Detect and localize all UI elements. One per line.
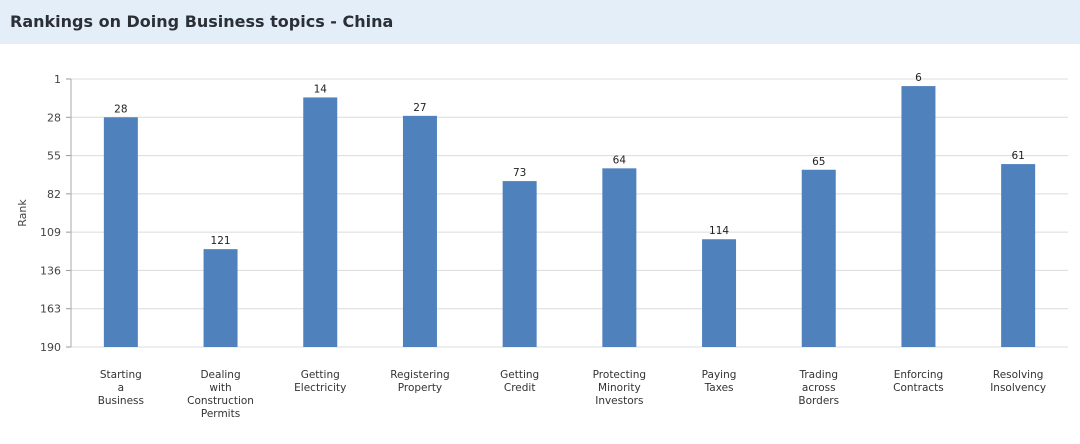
x-tick-label: Credit: [504, 382, 536, 394]
data-label: 61: [1011, 150, 1024, 162]
x-tick-label: Starting: [100, 369, 142, 381]
y-tick-label: 1: [54, 73, 61, 86]
y-tick-label: 82: [47, 188, 61, 201]
data-label: 114: [709, 225, 729, 237]
x-tick-label: Construction: [187, 395, 254, 407]
x-tick-label: Paying: [702, 369, 737, 381]
x-tick-label: Permits: [201, 408, 240, 420]
data-label: 64: [613, 154, 627, 166]
bar: [203, 249, 238, 347]
y-tick-label: 55: [47, 150, 61, 163]
x-tick-label: Resolving: [993, 369, 1044, 381]
data-label: 28: [114, 103, 127, 115]
data-label: 73: [513, 167, 526, 179]
x-tick-label: with: [209, 382, 231, 394]
y-tick-label: 190: [40, 341, 61, 354]
x-tick-label: Getting: [500, 369, 539, 381]
data-label: 6: [915, 72, 922, 84]
x-tick-label: Contracts: [893, 382, 944, 394]
x-tick-label: Trading: [798, 369, 838, 381]
y-tick-label: 28: [47, 111, 61, 124]
bar: [402, 115, 437, 347]
bar: [602, 168, 637, 347]
data-label: 27: [413, 102, 426, 114]
x-tick-label: a: [118, 382, 124, 394]
x-tick-label: Minority: [598, 382, 641, 394]
x-tick-label: Taxes: [704, 382, 734, 394]
bar: [103, 117, 138, 348]
x-tick-label: Dealing: [200, 369, 240, 381]
x-tick-label: Getting: [301, 369, 340, 381]
x-tick-label: Protecting: [593, 369, 646, 381]
x-tick-label: Property: [398, 382, 442, 394]
data-label: 65: [812, 156, 825, 168]
y-tick-label: 163: [40, 303, 61, 316]
data-label: 121: [211, 235, 231, 247]
bar: [1001, 164, 1036, 347]
x-tick-label: Investors: [595, 395, 643, 407]
bar: [702, 239, 737, 347]
x-tick-label: Business: [98, 395, 144, 407]
y-axis-title: Rank: [16, 199, 29, 227]
chart-header: Rankings on Doing Business topics - Chin…: [0, 0, 1080, 44]
chart-title: Rankings on Doing Business topics - Chin…: [10, 12, 394, 31]
x-tick-label: Borders: [798, 395, 839, 407]
bar: [901, 86, 936, 347]
y-tick-label: 109: [40, 226, 61, 239]
y-tick-label: 136: [40, 264, 61, 277]
x-tick-label: Electricity: [294, 382, 346, 394]
x-tick-label: Registering: [390, 369, 449, 381]
bar: [502, 181, 537, 347]
x-tick-label: Insolvency: [990, 382, 1046, 394]
x-tick-label: across: [802, 382, 836, 394]
x-tick-label: Enforcing: [894, 369, 944, 381]
bar: [801, 169, 836, 347]
bar: [303, 97, 338, 347]
data-label: 14: [314, 83, 328, 95]
